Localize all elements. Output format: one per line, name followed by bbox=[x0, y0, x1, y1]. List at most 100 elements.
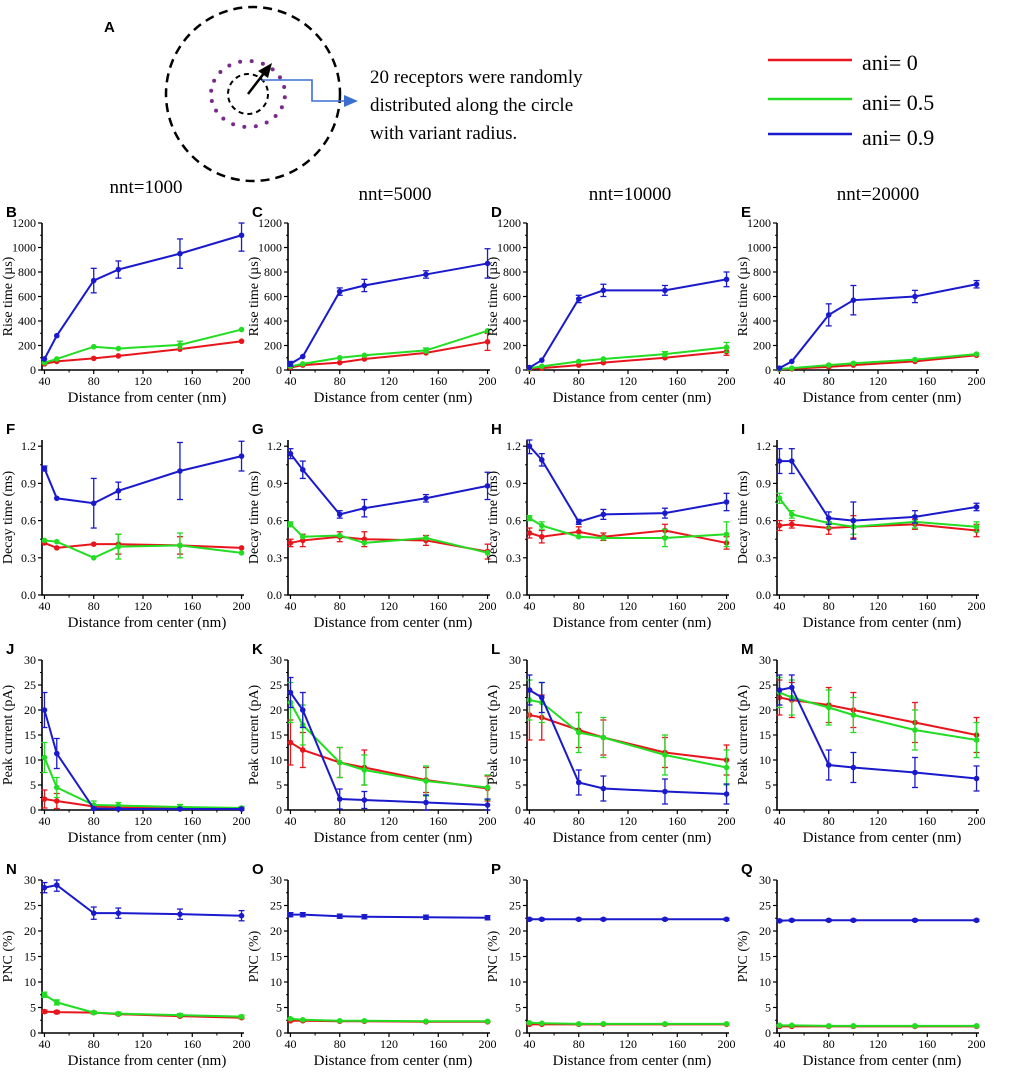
data-point bbox=[115, 806, 122, 812]
data-point bbox=[526, 530, 533, 536]
series-line bbox=[290, 340, 488, 369]
series-ani-0-9 bbox=[776, 674, 980, 792]
data-point bbox=[723, 791, 730, 797]
y-tick-label: 0.6 bbox=[756, 514, 771, 528]
data-point bbox=[912, 769, 918, 776]
y-tick-label: 25 bbox=[24, 899, 36, 913]
series-ani-0-5 bbox=[287, 681, 491, 801]
data-point bbox=[361, 767, 368, 773]
data-point bbox=[115, 345, 122, 352]
y-tick-label: 5 bbox=[515, 1001, 521, 1015]
y-tick-label: 0 bbox=[765, 803, 771, 817]
y-tick-label: 0.6 bbox=[21, 514, 36, 528]
series-ani-0-9 bbox=[776, 279, 980, 371]
data-point bbox=[912, 917, 918, 924]
data-point bbox=[912, 293, 918, 300]
series-line bbox=[289, 262, 488, 365]
x-tick-label: 200 bbox=[968, 374, 986, 388]
y-tick-label: 0 bbox=[30, 803, 36, 817]
series-line bbox=[289, 702, 488, 789]
data-point bbox=[177, 542, 183, 549]
data-point bbox=[299, 361, 306, 367]
data-point bbox=[177, 250, 183, 257]
series-line bbox=[779, 353, 977, 371]
y-tick-label: 0.3 bbox=[21, 551, 36, 565]
data-point bbox=[575, 1021, 582, 1027]
x-tick-label: 200 bbox=[718, 374, 736, 388]
data-point bbox=[115, 910, 122, 916]
data-point bbox=[484, 339, 491, 345]
series-line bbox=[290, 329, 488, 368]
x-tick-label: 120 bbox=[380, 599, 398, 613]
x-tick-label: 160 bbox=[429, 599, 447, 613]
receptor-dot bbox=[209, 88, 214, 93]
series-line bbox=[779, 460, 977, 522]
receptor-dot bbox=[279, 105, 284, 110]
data-point bbox=[177, 806, 183, 812]
series-ani-0-9 bbox=[776, 448, 980, 540]
y-tick-label: 1.2 bbox=[267, 439, 282, 453]
data-point bbox=[90, 1009, 97, 1016]
y-tick-label: 30 bbox=[270, 873, 282, 887]
data-point bbox=[177, 911, 183, 917]
y-axis-label: PNC (%) bbox=[247, 930, 262, 982]
x-axis-label: Distance from center (nm) bbox=[553, 615, 712, 631]
series-ani-0-9 bbox=[776, 917, 980, 924]
data-point bbox=[575, 358, 582, 365]
series-ani-0-9 bbox=[41, 222, 245, 362]
data-point bbox=[484, 260, 491, 267]
data-point bbox=[336, 1017, 343, 1024]
y-tick-label: 0 bbox=[515, 363, 521, 377]
x-tick-label: 120 bbox=[134, 599, 152, 613]
data-point bbox=[538, 363, 545, 370]
y-tick-label: 25 bbox=[270, 899, 282, 913]
y-tick-label: 400 bbox=[18, 314, 36, 328]
data-point bbox=[423, 347, 429, 354]
data-point bbox=[600, 511, 607, 518]
y-tick-label: 0 bbox=[276, 1026, 282, 1040]
y-tick-label: 25 bbox=[270, 678, 282, 692]
series-line bbox=[779, 691, 977, 741]
data-point bbox=[115, 353, 122, 359]
data-point bbox=[788, 365, 795, 371]
series-ani-0 bbox=[776, 679, 980, 754]
series-line bbox=[43, 455, 242, 505]
chart-panel-q: Q 0 5 10 15 20 25 30 40 80 120 160 200 Distance from … bbox=[736, 861, 986, 1069]
series-line bbox=[44, 539, 242, 559]
y-tick-label: 0.0 bbox=[267, 588, 282, 602]
data-point bbox=[90, 355, 97, 362]
x-axis-label: Distance from center (nm) bbox=[803, 830, 962, 846]
x-tick-label: 200 bbox=[968, 814, 986, 828]
series-ani-0-9 bbox=[287, 911, 491, 921]
series-ani-0-9 bbox=[41, 879, 245, 922]
series-ani-0 bbox=[41, 533, 245, 555]
x-tick-label: 160 bbox=[183, 1037, 201, 1051]
panel-letter: K bbox=[252, 641, 263, 658]
y-tick-label: 0 bbox=[765, 363, 771, 377]
y-tick-label: 0 bbox=[515, 803, 521, 817]
data-point bbox=[973, 737, 980, 743]
chart-panel-c: C 0 200 400 600 800 1000 1200 40 80 120 160 200 Dista… bbox=[247, 204, 497, 406]
data-point bbox=[912, 356, 918, 363]
y-tick-label: 20 bbox=[759, 924, 771, 938]
y-tick-label: 20 bbox=[509, 703, 521, 717]
data-point bbox=[538, 522, 545, 529]
y-tick-label: 600 bbox=[503, 290, 521, 304]
chart-panel-o: O 0 5 10 15 20 25 30 40 80 120 160 200 Distance from … bbox=[247, 861, 497, 1069]
y-tick-label: 1200 bbox=[12, 216, 36, 230]
panel-letter: I bbox=[741, 421, 745, 438]
panel-letter: Q bbox=[741, 861, 753, 878]
series-line bbox=[43, 757, 242, 809]
y-tick-label: 0.9 bbox=[267, 476, 282, 490]
series-line bbox=[290, 1017, 488, 1023]
x-tick-label: 80 bbox=[573, 599, 585, 613]
series-line bbox=[44, 328, 242, 364]
data-point bbox=[662, 788, 668, 795]
data-point bbox=[526, 515, 533, 521]
panel-letter: J bbox=[6, 641, 14, 658]
y-tick-label: 1000 bbox=[497, 241, 521, 255]
x-tick-label: 120 bbox=[869, 1037, 887, 1051]
y-tick-label: 0.6 bbox=[506, 514, 521, 528]
data-point bbox=[973, 281, 980, 288]
legend: ani= 0 ani= 0.5 ani= 0.9 bbox=[768, 50, 934, 150]
